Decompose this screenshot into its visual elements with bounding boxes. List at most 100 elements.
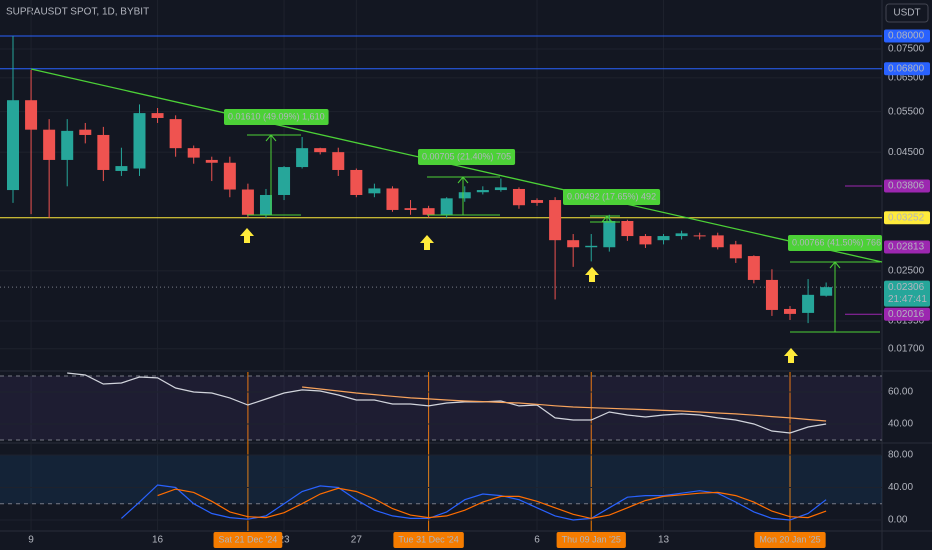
candle-body: [223, 162, 236, 190]
candle-body: [79, 129, 92, 135]
candle-body: [314, 148, 327, 153]
y-tick-label: 80.00: [888, 450, 913, 461]
candle-body: [386, 188, 399, 210]
candle-body: [151, 113, 164, 118]
candle-body: [549, 200, 562, 241]
price-badge: [884, 280, 930, 307]
x-tick-label: 23: [278, 535, 290, 546]
price-badge: [884, 240, 930, 254]
candle-body: [765, 279, 778, 310]
candle-body: [404, 208, 417, 210]
candle-body: [675, 233, 688, 237]
candle-body: [133, 113, 146, 169]
price-badge-label: 0.06800: [888, 63, 925, 74]
candle-body: [784, 308, 797, 314]
measure-label-bg: [788, 235, 882, 251]
candle-body: [350, 169, 363, 195]
x-tick-label: 6: [534, 535, 540, 546]
candle-body: [440, 198, 453, 215]
candle-body: [494, 187, 507, 191]
candle-body: [43, 129, 56, 160]
candle-body: [187, 148, 200, 158]
measure-arrowhead: [457, 176, 469, 184]
candle-body: [512, 188, 525, 206]
date-badge-label: Mon 20 Jan '25: [759, 534, 820, 544]
trend-line: [30, 68, 883, 263]
signal-arrow: [420, 235, 434, 250]
signal-arrow: [240, 228, 254, 243]
price-badge: [884, 211, 930, 225]
x-tick-label: 16: [152, 535, 164, 546]
measure-label-bg: [224, 109, 329, 125]
candle-body: [169, 119, 182, 149]
candle-body: [296, 148, 309, 168]
date-badge: [754, 532, 826, 548]
date-badge-label: Sat 21 Dec '24: [219, 534, 278, 544]
measure-label: 0.00766 (41.50%) 766: [792, 237, 881, 247]
candle-body: [657, 236, 670, 241]
candle-body: [820, 287, 833, 296]
price-badge: [884, 179, 930, 193]
measure-label: 0.00492 (17.65%) 492: [567, 191, 656, 201]
candle-body: [729, 244, 742, 259]
y-tick-label: 40.00: [888, 419, 913, 430]
y-tick-label: 40.00: [888, 482, 913, 493]
y-tick-label: 0.02500: [888, 265, 925, 276]
measure-label-bg: [563, 189, 661, 205]
price-badge: [884, 29, 930, 43]
price-badge-label: 0.02016: [888, 309, 925, 320]
indicator-line: [67, 372, 827, 434]
date-badge-label: Tue 31 Dec '24: [398, 534, 458, 544]
date-badge: [556, 532, 626, 548]
measure-label: 0.00705 (21.40%) 705: [422, 151, 511, 161]
measure-arrowhead: [829, 261, 841, 269]
candle-body: [205, 159, 218, 163]
y-tick-label: 0.05500: [888, 106, 925, 117]
countdown: 21:47:41: [888, 294, 927, 305]
symbol-title: SUPRAUSDT SPOT, 1D, BYBIT: [6, 7, 149, 18]
price-badge: [884, 62, 930, 76]
candle-body: [567, 240, 580, 248]
candle-body: [711, 235, 724, 248]
candle-body: [115, 166, 128, 171]
candle-body: [332, 152, 345, 170]
y-tick-label: 0.00: [888, 515, 908, 526]
measure-label: 0.01610 (49.09%) 1,610: [228, 111, 325, 121]
candle-body: [422, 208, 435, 215]
date-badge: [393, 532, 464, 548]
band: [0, 376, 882, 440]
currency[interactable]: USDT: [893, 8, 920, 19]
price-badge-label: 0.02813: [888, 242, 925, 253]
y-tick-label: 0.01950: [888, 316, 925, 327]
currency-button[interactable]: [885, 3, 929, 23]
indicator-line: [120, 484, 827, 521]
y-tick-label: 0.01700: [888, 343, 925, 354]
indicator-line: [157, 487, 827, 520]
y-tick-label: 0.04500: [888, 147, 925, 158]
candle-body: [7, 100, 19, 191]
price-badge-label: 0.08000: [888, 31, 925, 42]
candle-body: [531, 200, 544, 203]
price-badge-label: 0.02306: [888, 282, 925, 293]
candle-body: [458, 192, 471, 199]
candle-body: [693, 235, 706, 237]
candle-body: [61, 130, 74, 160]
candle-body: [603, 220, 616, 248]
y-tick-label: 60.00: [888, 387, 913, 398]
signal-arrow: [784, 348, 798, 363]
candle-body: [585, 245, 598, 248]
candle-body: [241, 189, 254, 215]
candle-body: [747, 256, 760, 280]
price-badge-label: 0.03252: [888, 212, 925, 223]
price-badge-label: 0.03806: [888, 181, 925, 192]
y-tick-label: 0.07500: [888, 44, 925, 55]
indicator-line: [302, 386, 827, 422]
candle-body: [97, 134, 110, 170]
measure-arrowhead: [265, 134, 277, 142]
measure-label-bg: [418, 149, 516, 165]
x-tick-label: 13: [658, 535, 670, 546]
signal-arrow: [585, 267, 599, 282]
candle-body: [278, 167, 291, 195]
